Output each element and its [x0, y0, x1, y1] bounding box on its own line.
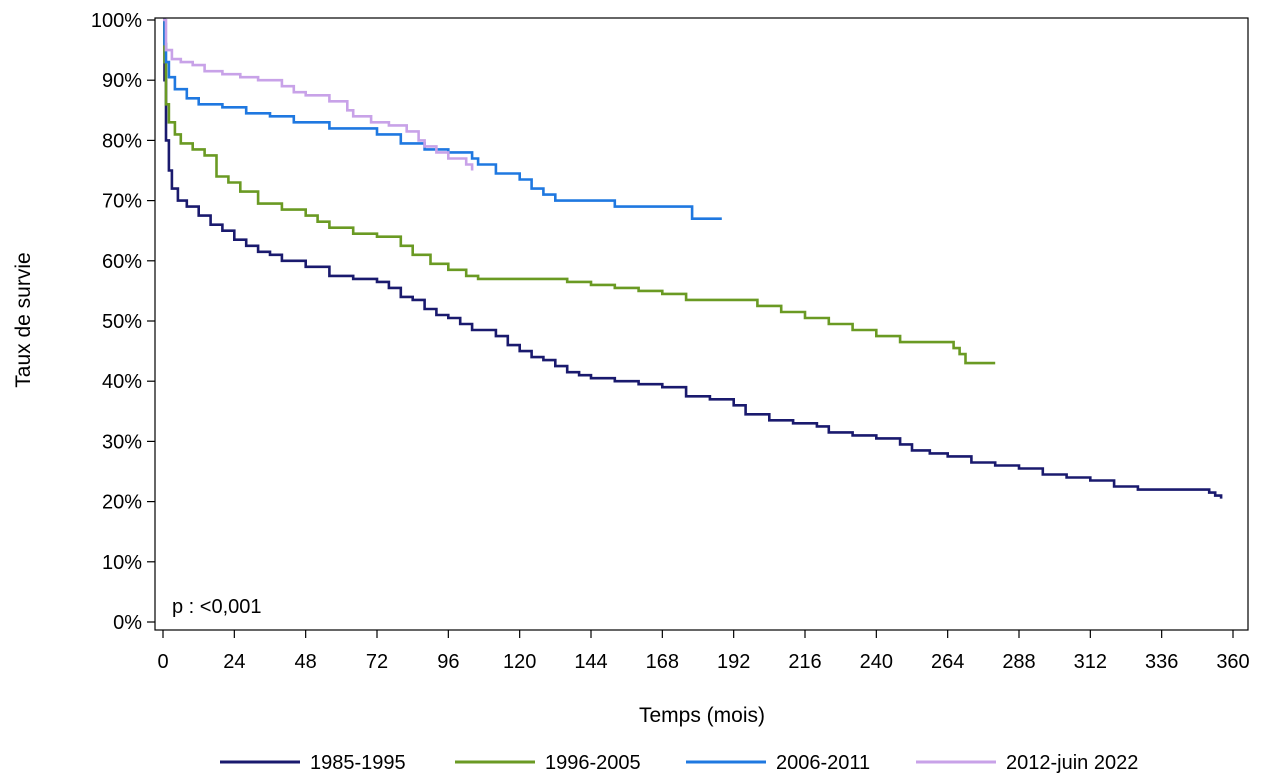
series-line-1 [163, 18, 1223, 499]
x-tick-label: 168 [646, 651, 679, 673]
p-value-annotation: p : <0,001 [172, 596, 262, 618]
x-axis: 0 24 48 72 96 120 144 168 192 216 240 264 288 312 336 3… [157, 630, 1250, 673]
x-tick-label: 144 [574, 651, 607, 673]
y-tick-label: 60% [102, 251, 142, 273]
series-line-3 [163, 18, 722, 220]
series-line-4 [163, 18, 474, 171]
x-tick-label: 96 [437, 651, 459, 673]
legend-item: 1985-1995 [220, 752, 406, 774]
legend-item: 1996-2005 [455, 752, 641, 774]
y-tick-label: 100% [91, 10, 142, 32]
legend-label: 2012-juin 2022 [1006, 752, 1138, 774]
x-tick-label: 360 [1216, 651, 1249, 673]
series-group [163, 18, 1223, 499]
y-tick-label: 40% [102, 371, 142, 393]
x-tick-label: 312 [1074, 651, 1107, 673]
x-tick-label: 72 [366, 651, 388, 673]
x-tick-label: 288 [1002, 651, 1035, 673]
legend-item: 2006-2011 [686, 752, 870, 774]
x-tick-label: 48 [295, 651, 317, 673]
legend-label: 1985-1995 [310, 752, 406, 774]
y-tick-label: 90% [102, 70, 142, 92]
x-tick-label: 216 [788, 651, 821, 673]
y-tick-label: 20% [102, 492, 142, 514]
y-tick-label: 70% [102, 191, 142, 213]
legend-label: 2006-2011 [776, 752, 870, 774]
x-tick-label: 336 [1145, 651, 1178, 673]
x-tick-label: 0 [157, 651, 168, 673]
y-axis: 0% 10% 20% 30% 40% 50% 60% 70% 80% 90% 100% [91, 10, 155, 634]
x-tick-label: 24 [223, 651, 245, 673]
y-tick-label: 10% [102, 552, 142, 574]
x-tick-label: 192 [717, 651, 750, 673]
plot-frame [154, 17, 1249, 631]
x-tick-label: 264 [931, 651, 964, 673]
x-axis-title: Temps (mois) [639, 704, 765, 727]
y-tick-label: 80% [102, 130, 142, 152]
y-axis-label: Taux de survie [12, 252, 35, 387]
series-line-2 [163, 18, 996, 365]
legend-item: 2012-juin 2022 [916, 752, 1138, 774]
x-tick-label: 240 [860, 651, 893, 673]
y-tick-label: 50% [102, 311, 142, 333]
x-tick-label: 120 [503, 651, 536, 673]
legend: 1985-1995 1996-2005 2006-2011 2012-juin 202… [220, 752, 1138, 774]
y-tick-label: 0% [113, 612, 142, 634]
y-axis-title: Taux de survie [12, 252, 35, 387]
legend-label: 1996-2005 [545, 752, 641, 774]
y-tick-label: 30% [102, 431, 142, 453]
